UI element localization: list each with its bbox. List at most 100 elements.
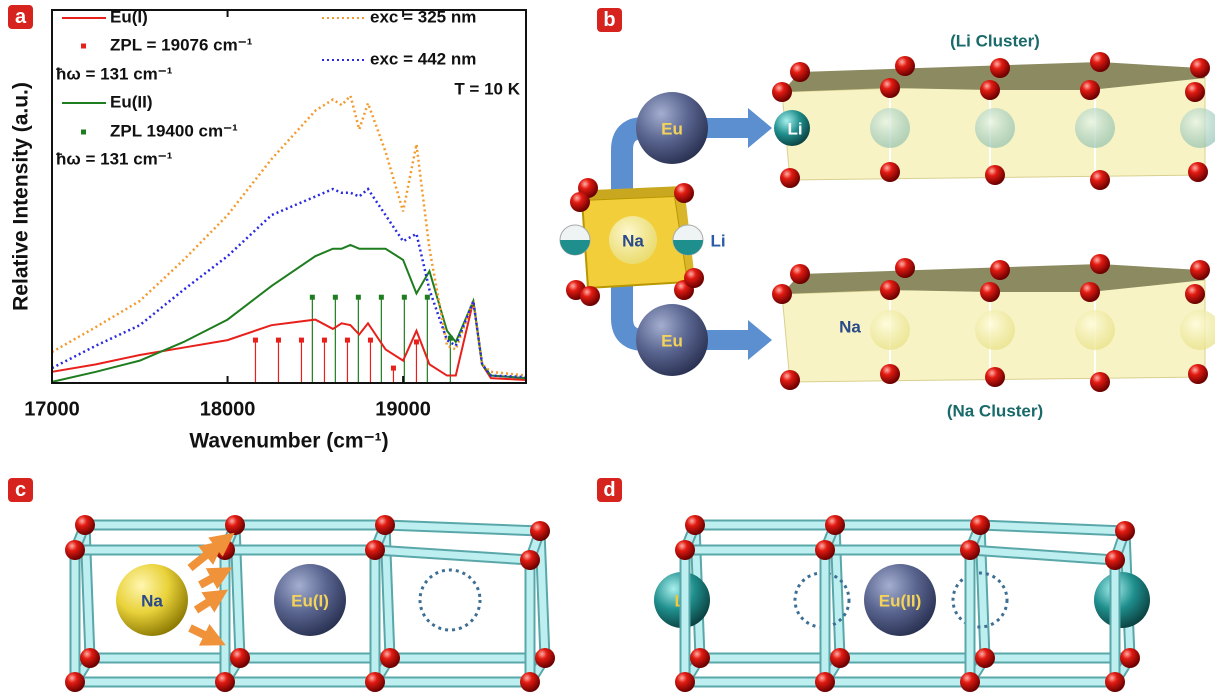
stick-marker [368, 338, 373, 343]
legend-label: Eu(II) [110, 92, 153, 111]
oxygen [780, 370, 800, 390]
x-tick-label: 19000 [375, 398, 431, 420]
oxygen [895, 56, 915, 76]
atom-label: (Li Cluster) [950, 31, 1040, 50]
y-axis-label: Relative Intensity (a.u.) [10, 82, 33, 311]
atom-label: Li [710, 231, 725, 250]
stick-marker [322, 338, 327, 343]
flow-arrow [700, 320, 772, 360]
flow-arrow [700, 108, 772, 148]
oxygen [1120, 648, 1140, 668]
oxygen [380, 648, 400, 668]
oxygen [1105, 672, 1125, 692]
bond [980, 525, 985, 658]
oxygen [365, 672, 385, 692]
legend-label: ZPL = 19076 cm⁻¹ [110, 35, 253, 54]
oxygen [675, 672, 695, 692]
oxygen [230, 648, 250, 668]
oxygen [985, 165, 1005, 185]
oxygen [675, 540, 695, 560]
oxygen [535, 648, 555, 668]
stick-marker [310, 295, 315, 300]
oxygen [520, 672, 540, 692]
legend-label: Eu(I) [110, 7, 148, 26]
oxygen [980, 282, 1000, 302]
oxygen [690, 648, 710, 668]
oxygen [1185, 284, 1205, 304]
legend-label: ZPL 19400 cm⁻¹ [110, 121, 238, 140]
oxygen [895, 258, 915, 278]
oxygen [520, 550, 540, 570]
legend-label: exc = 442 nm [370, 49, 476, 68]
oxygen [815, 672, 835, 692]
oxygen [65, 672, 85, 692]
line [52, 245, 526, 382]
oxygen [375, 515, 395, 535]
ion [870, 108, 910, 148]
ion [975, 108, 1015, 148]
legend-label: exc = 325 nm [370, 7, 476, 26]
atom-label: Eu(I) [291, 591, 329, 610]
stick-marker [391, 366, 396, 371]
legend-swatch [81, 130, 86, 135]
stick-marker [333, 295, 338, 300]
oxygen [772, 284, 792, 304]
oxygen [365, 540, 385, 560]
oxygen [880, 280, 900, 300]
figure: abcd 170001800019000Wavenumber (cm⁻¹)Rel… [0, 0, 1215, 698]
panel-label: d [603, 479, 615, 501]
oxygen [1090, 254, 1110, 274]
bond [385, 525, 390, 658]
oxygen [1188, 364, 1208, 384]
oxygen [970, 515, 990, 535]
atom-label: Eu [661, 331, 683, 350]
oxygen [825, 515, 845, 535]
oxygen [960, 540, 980, 560]
oxygen [570, 192, 590, 212]
panel-label: c [15, 479, 26, 501]
oxygen [790, 62, 810, 82]
oxygen [1115, 521, 1135, 541]
bond [375, 550, 530, 560]
oxygen [75, 515, 95, 535]
ion [1075, 310, 1115, 350]
oxygen [880, 364, 900, 384]
oxygen [1090, 52, 1110, 72]
panel-label: b [603, 9, 615, 31]
oxygen [880, 162, 900, 182]
stick-marker [414, 339, 419, 344]
oxygen [65, 540, 85, 560]
stick-marker [276, 338, 281, 343]
oxygen [530, 521, 550, 541]
oxygen [80, 648, 100, 668]
ion [870, 310, 910, 350]
stick-marker [379, 295, 384, 300]
move-arrow [190, 628, 215, 640]
oxygen [1080, 80, 1100, 100]
oxygen [772, 82, 792, 102]
oxygen [1190, 58, 1210, 78]
oxygen [880, 78, 900, 98]
oxygen [790, 264, 810, 284]
oxygen [815, 540, 835, 560]
atom-label: Eu [661, 119, 683, 138]
oxygen [215, 672, 235, 692]
bond [540, 531, 545, 658]
oxygen [990, 58, 1010, 78]
bond [970, 550, 1115, 560]
stick-marker [253, 338, 258, 343]
stick-marker [402, 295, 407, 300]
diagram-b: EuEuNaLiLiNa(Li Cluster)(Na Cluster) [560, 31, 1215, 420]
atom-label: Li [787, 119, 802, 138]
oxygen [1185, 82, 1205, 102]
oxygen [960, 672, 980, 692]
oxygen [985, 367, 1005, 387]
stick-marker [345, 338, 350, 343]
vacancy [420, 570, 480, 630]
move-arrow [196, 596, 218, 610]
annotation: ħω = 131 cm⁻¹ [56, 64, 173, 83]
move-arrow [200, 573, 222, 585]
oxygen [990, 260, 1010, 280]
panel-label: a [15, 6, 27, 28]
